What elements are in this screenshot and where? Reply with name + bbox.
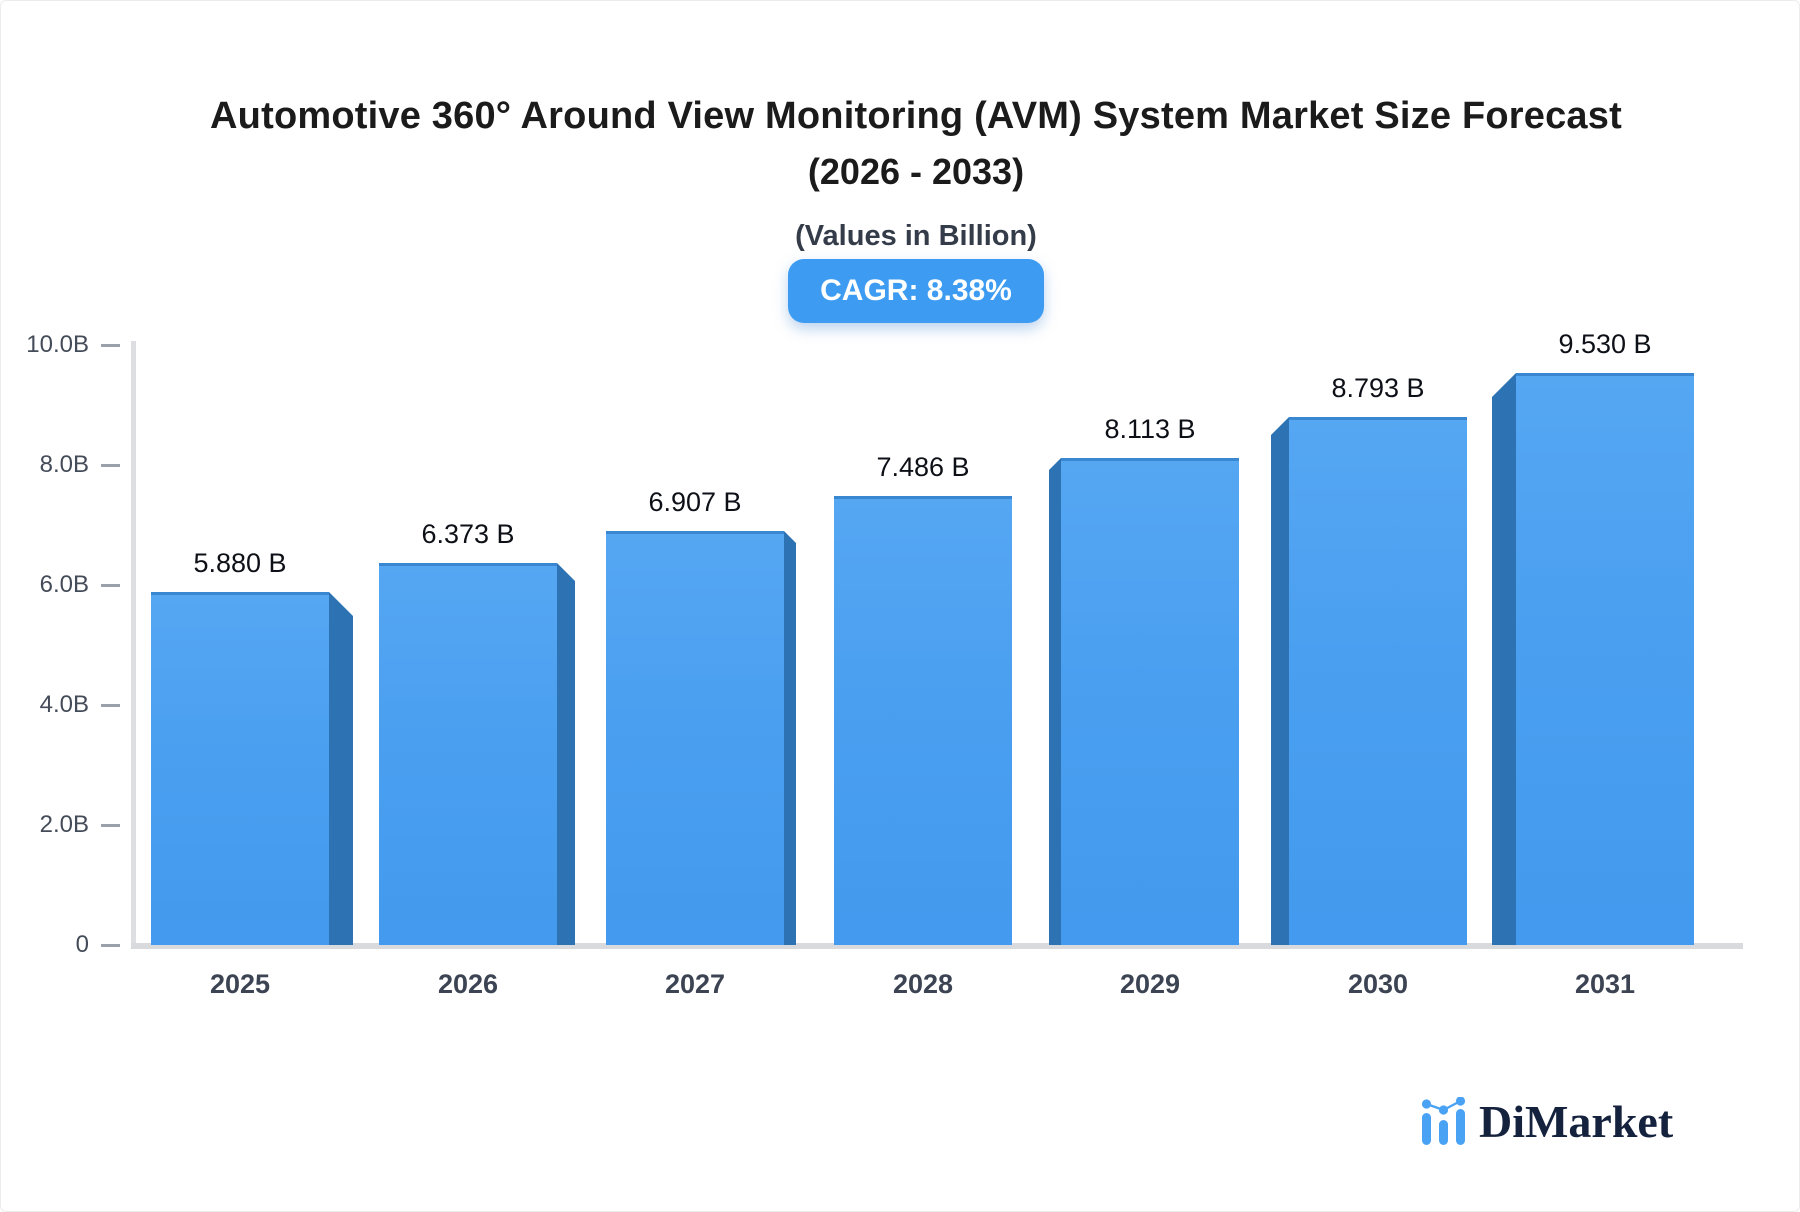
x-axis-label-2027: 2027 (664, 969, 726, 999)
bar-side-2025 (329, 592, 353, 945)
bar-value-label: 6.907 B (648, 487, 742, 517)
bar-2027 (606, 531, 784, 945)
y-tick-label: 10.0B (26, 331, 89, 358)
x-axis-baseline (131, 943, 1743, 949)
y-tick-mark (101, 824, 120, 827)
bar-side-2029 (1049, 458, 1061, 945)
brand-logo: DiMarket (1421, 1097, 1673, 1147)
bar-value-label: 8.113 B (1104, 414, 1196, 444)
bar-value-label: 8.793 B (1331, 373, 1425, 403)
y-tick-mark (101, 584, 120, 587)
x-axis-label-2025: 2025 (209, 969, 271, 999)
bar-side-2031 (1492, 373, 1516, 945)
y-tick-mark (101, 344, 120, 347)
bar-value-label: 9.530 B (1558, 329, 1652, 359)
y-tick-label: 4.0B (39, 691, 89, 718)
bar-2029 (1061, 458, 1239, 945)
x-axis-label-2029: 2029 (1119, 969, 1181, 999)
bar-side-2026 (557, 563, 575, 945)
x-axis-label-2026: 2026 (437, 969, 499, 999)
brand-logo-icon (1421, 1097, 1466, 1145)
bar-side-2027 (784, 531, 796, 945)
x-axis-label-2031: 2031 (1574, 969, 1636, 999)
x-axis-label-2028: 2028 (892, 969, 954, 999)
chart-title-line1: Automotive 360° Around View Monitoring (… (210, 95, 1622, 137)
bar-2028 (834, 496, 1012, 945)
y-tick-label: 2.0B (39, 811, 89, 838)
y-tick-label: 8.0B (39, 451, 89, 478)
bar-value-label: 6.373 B (421, 519, 515, 549)
y-axis-line (131, 341, 136, 948)
y-tick-label: 0 (75, 931, 89, 958)
bar-value-label: 7.486 B (876, 452, 970, 482)
chart-subtitle: (Values in Billion) (795, 220, 1037, 252)
bar-side-2030 (1271, 417, 1289, 945)
cagr-badge: CAGR: 8.38% (788, 259, 1044, 323)
brand-logo-text: DiMarket (1479, 1096, 1674, 1147)
bar-2030 (1289, 417, 1467, 945)
bar-2025 (151, 592, 329, 945)
bar-value-label: 5.880 B (193, 548, 287, 578)
y-tick-mark (101, 704, 120, 707)
x-axis-label-2030: 2030 (1347, 969, 1409, 999)
y-tick-label: 6.0B (39, 571, 89, 598)
y-tick-mark (101, 944, 120, 947)
bar-2031 (1516, 373, 1694, 945)
chart-title-line2: (2026 - 2033) (807, 151, 1025, 192)
y-tick-mark (101, 464, 120, 467)
bar-2026 (379, 563, 557, 945)
cagr-badge-row: CAGR: 8.38% (31, 259, 1799, 323)
